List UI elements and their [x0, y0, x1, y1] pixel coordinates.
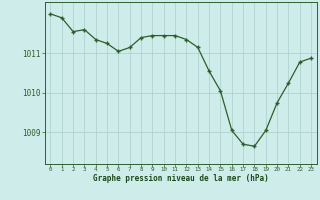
X-axis label: Graphe pression niveau de la mer (hPa): Graphe pression niveau de la mer (hPa): [93, 174, 269, 183]
